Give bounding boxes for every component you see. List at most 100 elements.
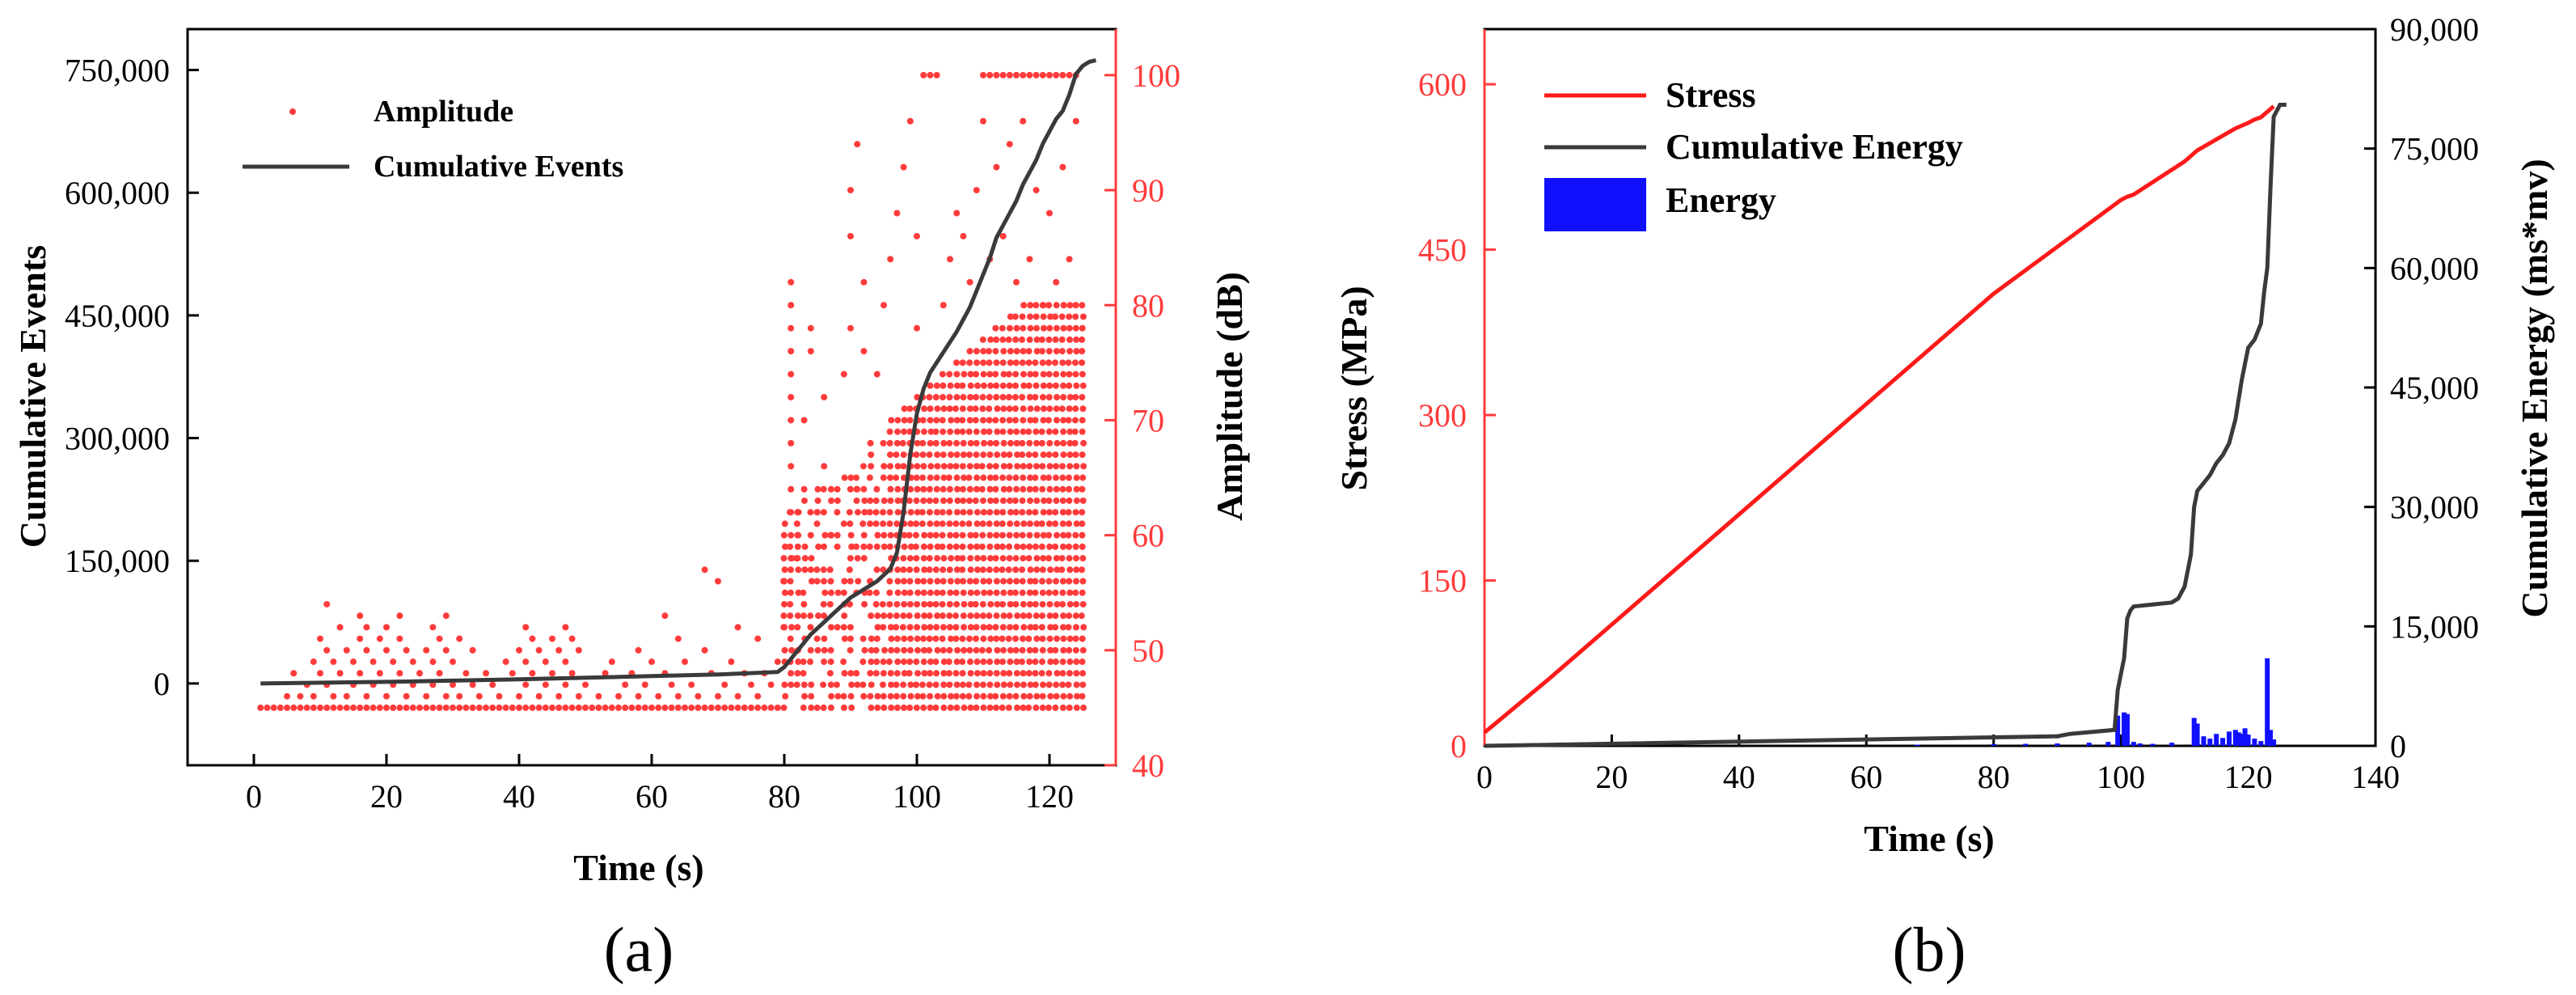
amplitude-point [1079, 474, 1087, 481]
amplitude-point [522, 704, 530, 711]
amplitude-point [1053, 71, 1060, 78]
amplitude-point [920, 658, 927, 666]
amplitude-point [800, 612, 807, 620]
amplitude-point [840, 370, 847, 378]
amplitude-point [860, 348, 868, 355]
amplitude-point [966, 417, 973, 424]
amplitude-point [906, 566, 914, 574]
amplitude-point [1032, 543, 1039, 550]
amplitude-point [1079, 451, 1086, 459]
panel-a-y-right-tick-label: 100 [1132, 57, 1180, 94]
amplitude-point [555, 692, 563, 700]
amplitude-point [999, 324, 1006, 332]
amplitude-point [918, 520, 926, 527]
amplitude-point [1032, 451, 1039, 459]
amplitude-point [867, 497, 874, 504]
amplitude-point [1066, 324, 1073, 332]
amplitude-point [1013, 71, 1020, 78]
amplitude-point [967, 566, 974, 574]
amplitude-point [1072, 531, 1079, 539]
amplitude-point [1053, 555, 1060, 562]
amplitude-point [899, 439, 906, 447]
amplitude-point [780, 531, 788, 539]
amplitude-point [780, 624, 788, 631]
amplitude-point [1032, 589, 1039, 596]
amplitude-point [1045, 531, 1053, 539]
amplitude-point [1045, 336, 1053, 343]
amplitude-point [1066, 439, 1074, 447]
amplitude-point [788, 417, 795, 424]
amplitude-point [641, 704, 648, 711]
amplitude-point [808, 692, 815, 700]
amplitude-point [1066, 348, 1074, 355]
energy-bar [2054, 743, 2060, 746]
panel-a-y-left-tick-label: 450,000 [65, 298, 170, 334]
amplitude-point [953, 210, 961, 217]
amplitude-point [813, 635, 821, 642]
amplitude-point [562, 658, 569, 666]
amplitude-point [879, 600, 886, 608]
panel-a-y-right-axis-title: Amplitude (dB) [1209, 272, 1250, 521]
amplitude-point [1046, 210, 1053, 217]
amplitude-point [754, 635, 762, 642]
amplitude-point [999, 520, 1006, 527]
amplitude-point [1038, 670, 1045, 677]
amplitude-point [906, 600, 914, 608]
amplitude-point [912, 531, 919, 539]
amplitude-point [973, 658, 981, 666]
amplitude-point [794, 612, 801, 620]
amplitude-point [442, 612, 450, 620]
amplitude-point [496, 704, 503, 711]
amplitude-point [1053, 692, 1060, 700]
amplitude-point [980, 474, 987, 481]
amplitude-point [1038, 624, 1045, 631]
amplitude-point [1065, 681, 1072, 688]
amplitude-point [1045, 555, 1053, 562]
amplitude-point [901, 589, 908, 596]
energy-bar [2201, 736, 2206, 746]
amplitude-point [781, 646, 788, 654]
amplitude-point [767, 704, 775, 711]
amplitude-point [986, 578, 993, 585]
amplitude-point [781, 589, 788, 596]
amplitude-point [992, 624, 999, 631]
amplitude-point [927, 531, 934, 539]
amplitude-point [1073, 566, 1080, 574]
amplitude-point [608, 704, 615, 711]
amplitude-point [926, 555, 933, 562]
amplitude-point [1019, 635, 1026, 642]
amplitude-point [946, 394, 953, 400]
panel-a-x-tick-label: 120 [1025, 778, 1074, 815]
panel-a-y-left-tick-label: 150,000 [65, 543, 170, 579]
amplitude-point [787, 578, 794, 585]
amplitude-point [967, 670, 974, 677]
amplitude-point [952, 463, 960, 470]
amplitude-point [993, 612, 1000, 620]
panel-a-y-left-tick-label: 750,000 [65, 53, 170, 89]
amplitude-point [978, 543, 986, 550]
amplitude-point [867, 692, 874, 700]
panel-b-x-tick-label: 140 [2351, 759, 2400, 795]
amplitude-point [872, 520, 880, 527]
amplitude-point [1072, 624, 1079, 631]
amplitude-point [1007, 646, 1014, 654]
amplitude-point [1047, 692, 1054, 700]
amplitude-point [1066, 692, 1074, 700]
panel-a-x-tick-label: 20 [370, 778, 403, 815]
amplitude-point [814, 497, 821, 504]
amplitude-point [1006, 71, 1013, 78]
amplitude-point [893, 439, 901, 447]
amplitude-point [1020, 704, 1027, 711]
legend-amplitude-label: Amplitude [374, 95, 513, 129]
panel-b-y-right-tick-label: 15,000 [2390, 608, 2479, 645]
amplitude-point [469, 646, 476, 654]
amplitude-point [927, 578, 934, 585]
amplitude-point [542, 658, 549, 666]
amplitude-point [820, 485, 827, 493]
panel-b-y-left-axis-title: Stress (MPa) [1333, 286, 1375, 490]
amplitude-point [1060, 439, 1067, 447]
amplitude-point [1053, 370, 1060, 378]
amplitude-point [847, 324, 854, 332]
amplitude-point [1012, 474, 1020, 481]
amplitude-point [568, 670, 576, 677]
